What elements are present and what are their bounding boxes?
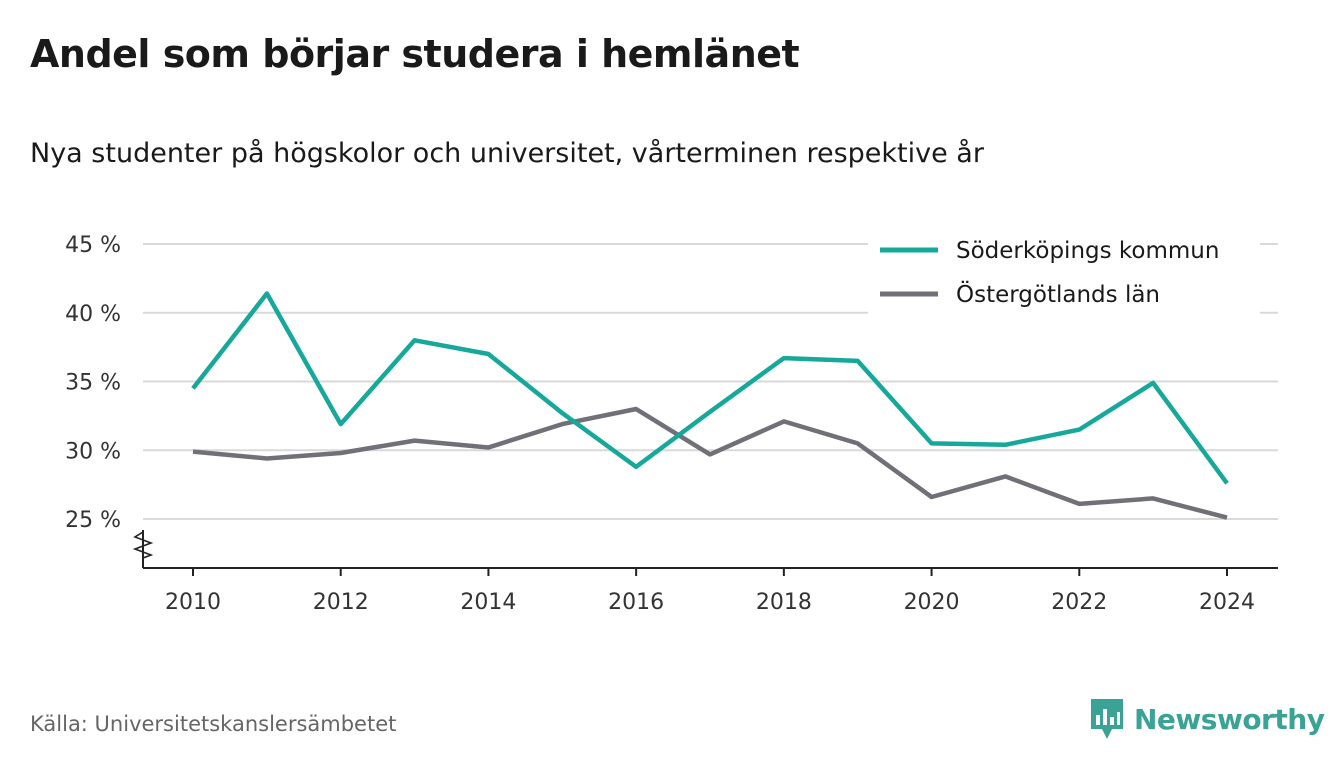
line-chart: 25 %30 %35 %40 %45 % 2010 2012 2014 2016 201… [65, 228, 1278, 615]
y-tick-label: 30 % [65, 439, 121, 464]
y-tick-label: 25 % [65, 508, 121, 533]
x-axis: 2010 2012 2014 2016 2018 2020 2022 2024 [132, 530, 1278, 615]
legend-label: Östergötlands län [956, 280, 1160, 308]
y-tick-label: 35 % [65, 371, 121, 396]
y-axis-ticks: 25 % 30 % 35 % 40 % 45 % [65, 233, 121, 533]
legend-box [868, 228, 1260, 314]
x-tick-label: 2012 [313, 590, 369, 615]
x-tick-label: 2018 [756, 590, 812, 615]
y-tick-label: 40 % [65, 302, 121, 327]
series-line--sterg-tlands-l-n [192, 406, 1228, 520]
chart-subtitle: Nya studenter på högskolor och universit… [30, 138, 984, 169]
series-line-s-derk-pings-kommun [191, 291, 1229, 485]
axis-break-icon [132, 531, 154, 559]
source-note: Källa: Universitetskanslersämbetet [30, 712, 397, 736]
x-tick-label: 2024 [1199, 590, 1255, 615]
brand-name: Newsworthy [1134, 702, 1325, 736]
x-tick-label: 2014 [460, 590, 516, 615]
newsworthy-logo-icon [1091, 699, 1123, 739]
x-tick-label: 2016 [608, 590, 664, 615]
brand-logo: Newsworthy [1088, 697, 1325, 741]
x-tick-label: 2010 [165, 590, 221, 615]
x-tick-label: 2022 [1051, 590, 1107, 615]
series-lines [191, 291, 1229, 520]
legend: Söderköpings kommun Östergötlands län [868, 228, 1260, 314]
x-tick-label: 2020 [904, 590, 960, 615]
legend-label: Söderköpings kommun [956, 238, 1219, 264]
y-tick-label: 45 % [65, 233, 121, 258]
chart-title: Andel som börjar studera i hemlänet [30, 32, 800, 76]
